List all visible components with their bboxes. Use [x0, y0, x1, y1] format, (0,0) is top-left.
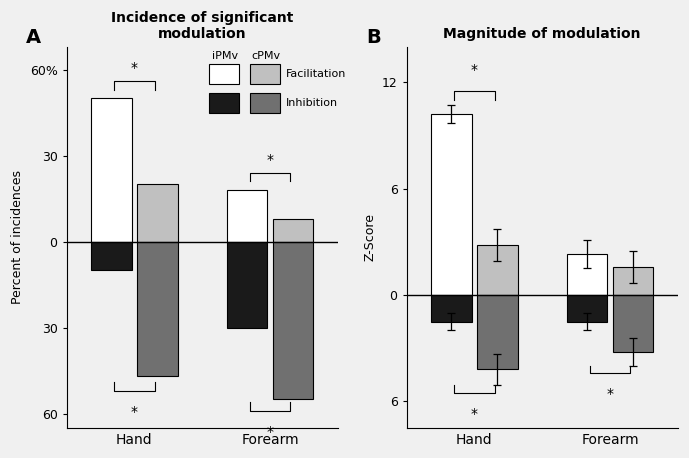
Text: cPMv: cPMv	[251, 51, 280, 61]
Text: A: A	[26, 27, 41, 47]
Bar	[477, 245, 518, 295]
Bar	[613, 267, 653, 295]
Bar	[137, 184, 178, 242]
Text: Inhibition: Inhibition	[287, 98, 338, 108]
Bar	[91, 242, 132, 270]
Text: *: *	[267, 153, 274, 167]
Bar	[249, 64, 280, 84]
Text: *: *	[471, 407, 478, 421]
Bar	[91, 98, 132, 242]
Text: B: B	[366, 27, 380, 47]
Text: *: *	[606, 387, 614, 401]
Bar	[566, 295, 607, 322]
Text: *: *	[267, 425, 274, 439]
Title: Magnitude of modulation: Magnitude of modulation	[444, 27, 641, 41]
Bar	[613, 295, 653, 352]
Bar	[209, 93, 239, 113]
Bar	[273, 242, 313, 399]
Bar	[566, 254, 607, 295]
Text: Facilitation: Facilitation	[287, 69, 347, 79]
Bar	[209, 64, 239, 84]
Title: Incidence of significant
modulation: Incidence of significant modulation	[111, 11, 294, 41]
Bar	[249, 93, 280, 113]
Bar	[477, 295, 518, 370]
Y-axis label: Z-Score: Z-Score	[363, 213, 376, 262]
Text: *: *	[131, 61, 138, 75]
Text: *: *	[471, 63, 478, 77]
Bar	[431, 114, 472, 295]
Bar	[137, 242, 178, 376]
Bar	[431, 295, 472, 322]
Bar	[227, 242, 267, 327]
Bar	[227, 190, 267, 242]
Text: *: *	[131, 405, 138, 419]
Bar	[273, 219, 313, 242]
Y-axis label: Percent of incidences: Percent of incidences	[11, 170, 24, 304]
Text: iPMv: iPMv	[212, 51, 238, 61]
